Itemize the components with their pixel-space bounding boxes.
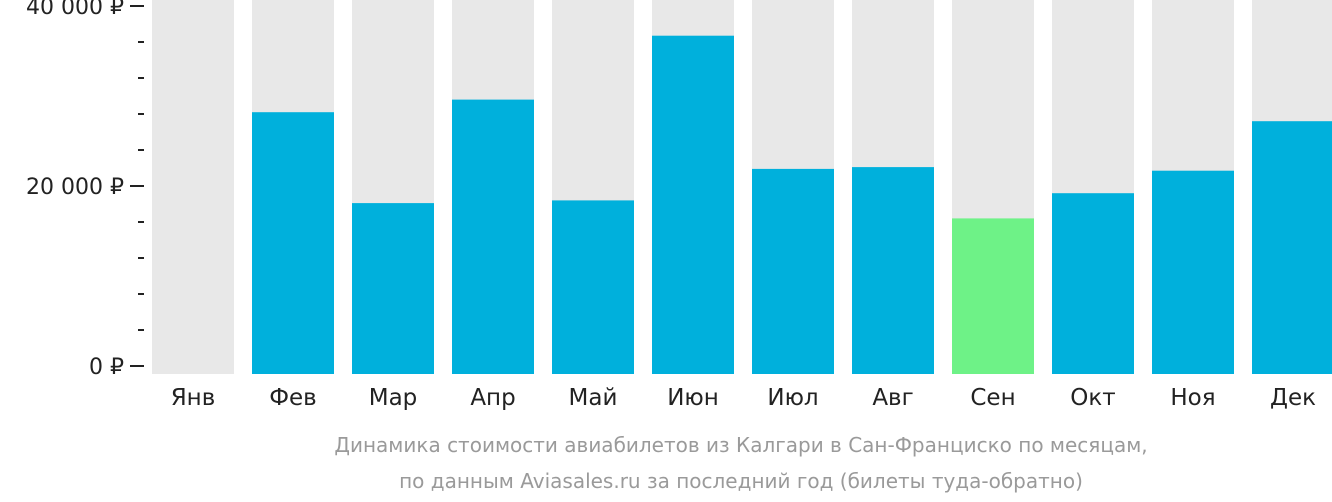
x-tick-label: Окт: [1070, 385, 1115, 411]
bar-4: [452, 99, 534, 374]
y-tick-label: 40 000 ₽: [26, 0, 124, 20]
caption-line-1: Динамика стоимости авиабилетов из Калгар…: [334, 433, 1147, 457]
bar-3: [352, 203, 434, 374]
x-tick-label: Янв: [171, 385, 216, 411]
bar-12: [1252, 121, 1332, 374]
bar-10: [1052, 193, 1134, 374]
x-axis-labels: Янв Фев Мар Апр Май Июн Июл Авг Сен Окт Ноя Дек: [171, 385, 1316, 411]
bar-6: [652, 35, 734, 374]
x-tick-label: Авг: [872, 385, 913, 411]
bar-7: [752, 168, 834, 374]
x-tick-label: Июн: [667, 385, 719, 411]
y-axis: 0 ₽ 20 000 ₽ 40 000 ₽: [26, 0, 144, 380]
x-tick-label: Июл: [767, 385, 818, 411]
x-tick-label: Дек: [1270, 385, 1316, 411]
caption-line-2: по данным Aviasales.ru за последний год …: [399, 469, 1083, 493]
bars: [252, 35, 1332, 374]
x-tick-label: Ноя: [1170, 385, 1215, 411]
bar-5: [552, 200, 634, 374]
bar-background-1: [152, 0, 234, 374]
bar-8: [852, 167, 934, 374]
bar-11: [1152, 170, 1234, 374]
y-tick-label: 0 ₽: [89, 355, 124, 380]
x-tick-label: Апр: [470, 385, 515, 411]
bar-9: [952, 218, 1034, 374]
x-tick-label: Фев: [269, 385, 317, 411]
x-tick-label: Сен: [970, 385, 1015, 411]
y-tick-label: 20 000 ₽: [26, 175, 124, 200]
x-tick-label: Мар: [369, 385, 418, 411]
bar-2: [252, 112, 334, 374]
x-tick-label: Май: [569, 385, 618, 411]
